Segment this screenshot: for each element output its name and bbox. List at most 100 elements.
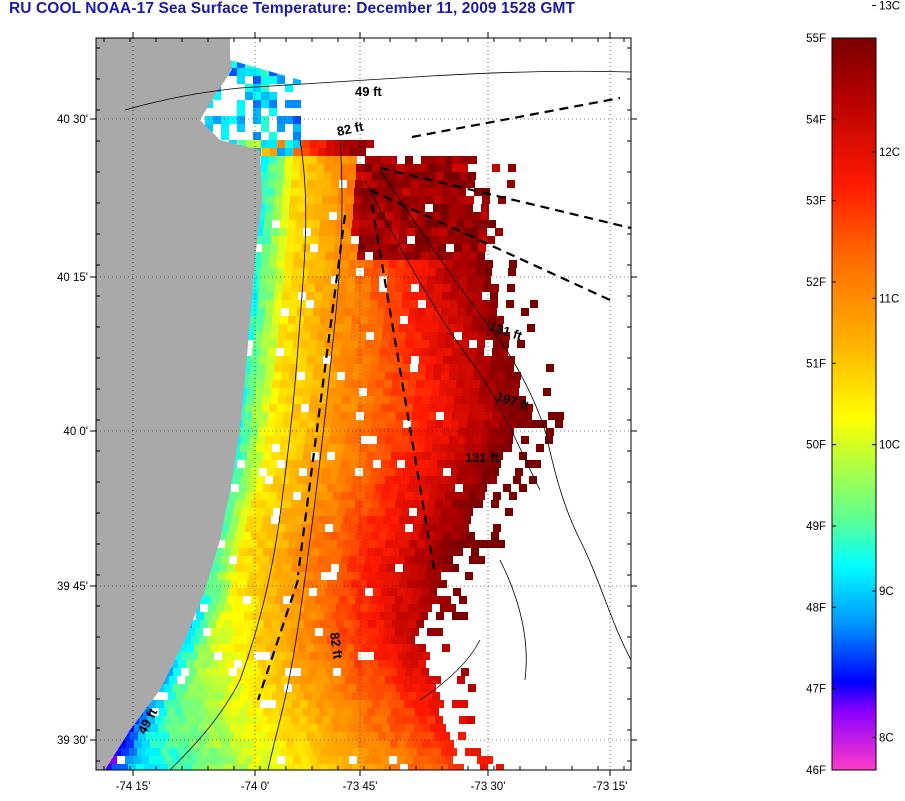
sst-pixel (289, 572, 297, 580)
sst-pixel (432, 764, 440, 770)
sst-pixel (323, 500, 331, 508)
sst-pixel (415, 452, 423, 460)
sst-pixel (403, 716, 411, 724)
sst-pixel (367, 452, 375, 460)
sst-pixel (370, 300, 378, 308)
sst-pixel (335, 388, 343, 396)
sst-pixel (377, 204, 385, 212)
sst-pixel (456, 316, 464, 324)
sst-pixel (118, 740, 126, 748)
sst-pixel (195, 628, 203, 636)
sst-pixel (293, 100, 301, 108)
sst-pixel (467, 276, 475, 284)
sst-pixel (371, 716, 379, 724)
sst-pixel (292, 700, 300, 708)
sst-pixel (294, 396, 302, 404)
sst-pixel (278, 332, 286, 340)
sst-pixel (322, 188, 330, 196)
sst-pixel (470, 244, 478, 252)
sst-pixel (437, 404, 445, 412)
sst-pixel (295, 228, 303, 236)
sst-pixel (303, 636, 311, 644)
sst-pixel (320, 692, 328, 700)
sst-pixel (420, 164, 428, 172)
sst-pixel (309, 668, 317, 676)
sst-pixel (433, 212, 441, 220)
sst-pixel (398, 652, 406, 660)
sst-pixel (223, 548, 231, 556)
sst-pixel (479, 324, 487, 332)
sst-pixel (509, 260, 517, 268)
sst-pixel (309, 340, 317, 348)
sst-pixel (256, 380, 264, 388)
sst-pixel (505, 436, 513, 444)
sst-pixel (187, 716, 195, 724)
sst-pixel (312, 380, 320, 388)
sst-pixel (361, 476, 369, 484)
sst-pixel (225, 676, 233, 684)
sst-pixel (266, 196, 274, 204)
sst-pixel (289, 436, 297, 444)
sst-pixel (383, 484, 391, 492)
colorbar-fahrenheit-label: 55F (806, 33, 826, 45)
frame-ticks (90, 32, 637, 776)
sst-pixel (307, 716, 315, 724)
sst-pixel (375, 452, 383, 460)
sst-pixel (263, 228, 271, 236)
sst-pixel (481, 204, 489, 212)
sst-pixel (276, 268, 284, 276)
bathymetry-contours (124, 70, 631, 770)
sst-pixel (375, 388, 383, 396)
sst-pixel (249, 540, 257, 548)
sst-pixel (466, 428, 474, 436)
sst-pixel (435, 564, 443, 572)
sst-pixel (244, 412, 252, 420)
sst-pixel (352, 764, 360, 770)
sst-pixel (391, 388, 399, 396)
sst-pixel (350, 332, 358, 340)
sst-pixel (307, 420, 315, 428)
sst-pixel (150, 740, 158, 748)
sst-pixel (412, 348, 420, 356)
sst-pixel (345, 508, 353, 516)
sst-pixel (339, 532, 347, 540)
sst-pixel (291, 564, 299, 572)
sst-pixel (271, 484, 279, 492)
sst-pixel (482, 300, 490, 308)
sst-pixel (136, 764, 144, 770)
sst-pixel (495, 452, 503, 460)
sst-pixel (343, 324, 351, 332)
sst-pixel (267, 628, 275, 636)
sst-pixel (471, 388, 479, 396)
sst-pixel (430, 740, 438, 748)
sst-pixel (284, 172, 292, 180)
sst-pixel (245, 68, 253, 76)
sst-pixel (391, 516, 399, 524)
sst-pixel (273, 540, 281, 548)
sst-pixel (377, 212, 385, 220)
sst-pixel (282, 300, 290, 308)
sst-pixel (369, 308, 377, 316)
sst-pixel (311, 708, 319, 716)
sst-pixel (230, 652, 238, 660)
sst-pixel (342, 148, 350, 156)
sst-pixel (400, 444, 408, 452)
sst-pixel (271, 548, 279, 556)
sst-pixel (220, 612, 228, 620)
sst-pixel (238, 140, 246, 148)
sst-pixel (480, 444, 488, 452)
sst-pixel (363, 628, 371, 636)
sst-pixel (269, 156, 277, 164)
sst-pixel (346, 292, 354, 300)
sst-pixel (248, 444, 256, 452)
sst-pixel (408, 220, 416, 228)
sst-pixel (268, 172, 276, 180)
sst-pixel (368, 764, 376, 770)
sst-pixel (311, 324, 319, 332)
sst-pixel (466, 364, 474, 372)
sst-pixel (239, 516, 247, 524)
sst-pixel (473, 308, 481, 316)
sst-pixel (275, 276, 283, 284)
sst-pixel (348, 348, 356, 356)
